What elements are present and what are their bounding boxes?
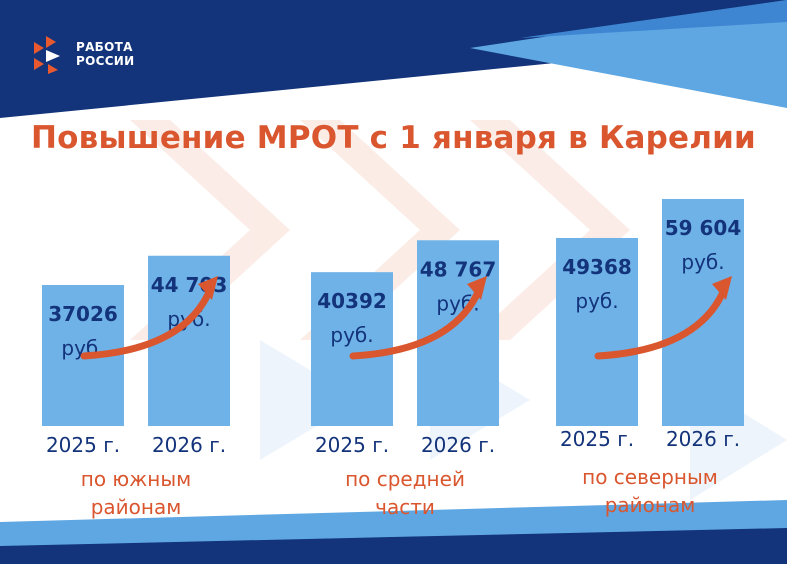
growth-arrow-icon [80, 286, 214, 360]
growth-arrowhead-icon [712, 276, 732, 300]
bar-unit-label: руб. [681, 250, 724, 274]
logo: РАБОТА РОССИИ [30, 34, 135, 74]
growth-arrow-icon [349, 286, 483, 360]
region-label: районам [91, 495, 182, 519]
bar-3-1 [556, 237, 638, 426]
logo-text: РАБОТА РОССИИ [76, 40, 135, 68]
year-label: 2026 г. [666, 427, 740, 451]
logo-line-2: РОССИИ [76, 54, 135, 68]
logo-icon [34, 36, 60, 74]
year-label: 2026 г. [421, 433, 495, 457]
bar-value-label: 59 604 [665, 216, 742, 240]
year-label: 2025 г. [560, 427, 634, 451]
growth-arrow-icon [594, 286, 728, 360]
bar-3-2 [662, 199, 744, 426]
footer-band-dark [0, 528, 787, 564]
bar-unit-label: руб. [575, 289, 618, 313]
logo-line-1: РАБОТА [76, 40, 133, 54]
growth-arrowhead-icon [467, 276, 487, 300]
page-title: Повышение МРОТ с 1 января в Карелии [31, 120, 756, 156]
bar-unit-label: руб. [330, 323, 373, 347]
bar-2-1 [311, 272, 393, 426]
year-label: 2025 г. [46, 433, 120, 457]
header-band-light [470, 0, 787, 108]
year-label: 2025 г. [315, 433, 389, 457]
region-label: по средней [345, 467, 465, 491]
region-label: по северным [582, 465, 718, 489]
bar-2-2 [417, 240, 499, 426]
year-label: 2026 г. [152, 433, 226, 457]
header-band-mid [520, 0, 787, 38]
bar-value-label: 49368 [562, 255, 632, 279]
region-label: районам [605, 493, 696, 517]
growth-arrowhead-icon [198, 276, 218, 300]
region-label: по южным [81, 467, 191, 491]
bar-value-label: 48 767 [420, 257, 497, 281]
bar-value-label: 37026 [48, 302, 118, 326]
bar-value-label: 40392 [317, 289, 387, 313]
region-label: части [375, 495, 435, 519]
